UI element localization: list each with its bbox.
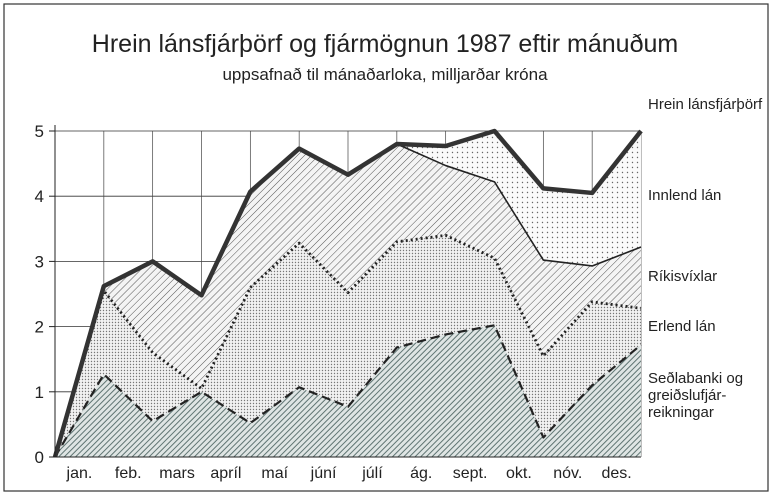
y-tick-label: 2: [35, 318, 44, 337]
x-tick-label: mars: [159, 465, 195, 482]
x-tick-label: okt.: [506, 465, 532, 482]
x-tick-label: júlí: [361, 465, 383, 482]
boundary-line: [52, 128, 643, 458]
x-tick-label: júní: [310, 465, 337, 482]
series-label: Seðlabanki og greiðslufjár-reikningar: [648, 370, 744, 421]
series-label: Erlend lán: [648, 318, 716, 335]
chart-title: Hrein lánsfjárþörf og fjármögnun 1987 ef…: [92, 30, 678, 58]
y-tick-label: 5: [35, 122, 44, 141]
series-label: Innlend lán: [648, 187, 722, 204]
chart-subtitle: uppsafnað til mánaðarloka, milljarðar kr…: [222, 65, 548, 84]
total-label: Hrein lánsfjárþörf: [648, 96, 763, 113]
x-tick-label: sept.: [453, 465, 488, 482]
y-tick-label: 0: [35, 448, 44, 467]
area: [55, 235, 641, 457]
y-tick-label: 4: [35, 187, 44, 206]
area: [55, 144, 641, 458]
x-tick-label: apríl: [210, 465, 241, 482]
x-tick-label: feb.: [115, 465, 142, 482]
x-tick-label: ág.: [410, 465, 432, 482]
frame: [3, 3, 769, 492]
x-tick-label: nóv.: [553, 465, 582, 482]
area: [55, 325, 641, 457]
x-tick-label: des.: [601, 465, 631, 482]
boundary-line: [53, 233, 642, 458]
series-label: Ríkisvíxlar: [648, 268, 718, 285]
y-tick-label: 1: [35, 383, 44, 402]
x-tick-label: jan.: [66, 465, 93, 482]
boundary-line: [54, 324, 642, 458]
y-tick-label: 3: [35, 252, 44, 271]
x-tick-label: maí: [261, 465, 288, 482]
